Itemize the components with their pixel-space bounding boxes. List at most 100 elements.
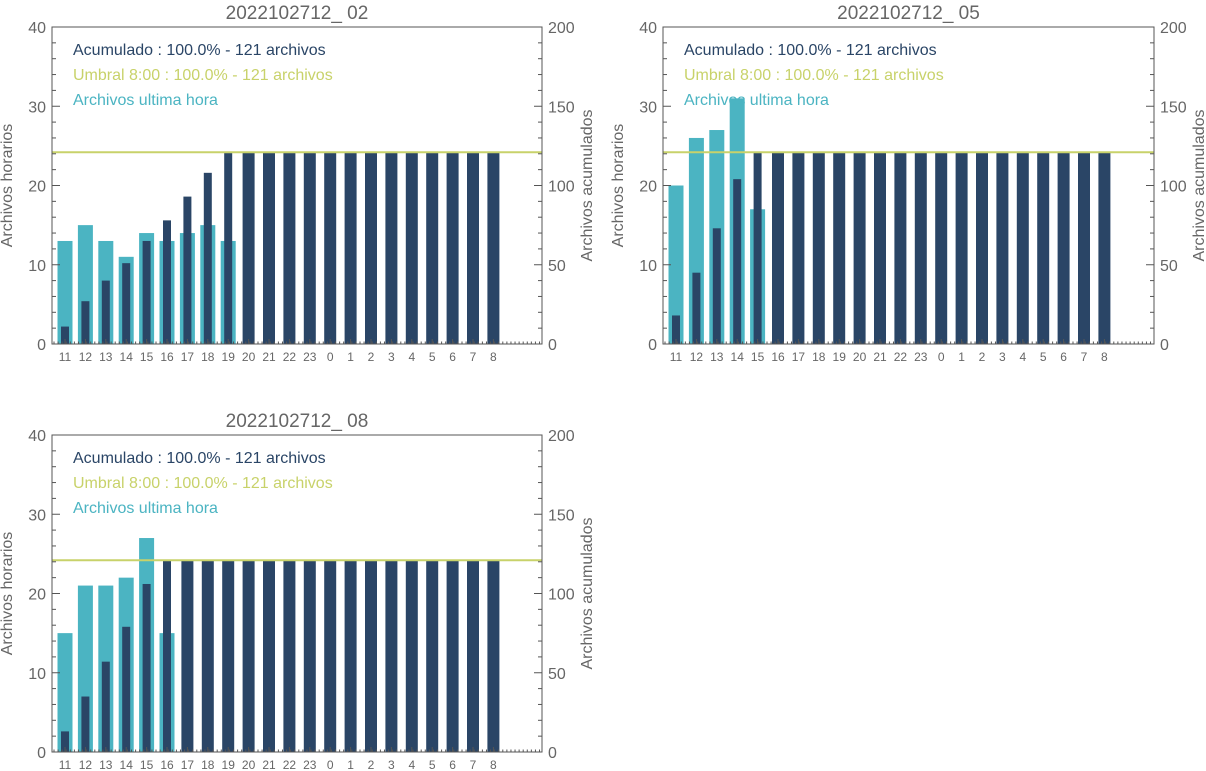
x-tick-label: 3 (388, 758, 395, 771)
x-tick-label: 1 (958, 350, 965, 364)
cumulative-bar (772, 152, 784, 344)
cumulative-bar (1037, 152, 1050, 344)
hourly-bar (668, 185, 684, 344)
cumulative-bar (303, 152, 316, 344)
cumulative-bar (283, 560, 296, 752)
left-tick-label: 40 (28, 20, 46, 37)
cumulative-bar (753, 152, 762, 344)
cumulative-bar (385, 152, 398, 344)
x-tick-label: 19 (222, 758, 236, 771)
right-tick-label: 200 (548, 428, 575, 445)
cumulative-bar (1098, 152, 1111, 344)
chart-title: 2022102712_ 02 (226, 3, 369, 24)
x-tick-label: 22 (894, 350, 908, 364)
cumulative-bar (996, 152, 1009, 344)
right-tick-label: 100 (1160, 179, 1187, 196)
chart-title: 2022102712_ 08 (226, 411, 369, 432)
x-tick-label: 2 (368, 350, 375, 364)
x-tick-label: 8 (1101, 350, 1108, 364)
cumulative-bar (101, 280, 110, 344)
cumulative-bar (426, 152, 439, 344)
x-tick-label: 5 (429, 350, 436, 364)
x-tick-label: 0 (327, 350, 334, 364)
x-tick-label: 20 (853, 350, 867, 364)
hourly-bar (57, 240, 73, 344)
cumulative-bar (672, 315, 680, 344)
right-tick-label: 50 (548, 258, 566, 275)
cumulative-bar (344, 152, 357, 344)
cumulative-bar (263, 152, 275, 344)
x-tick-label: 8 (490, 758, 497, 771)
x-tick-label: 21 (262, 350, 276, 364)
cumulative-bar (122, 263, 131, 344)
left-tick-label: 0 (37, 745, 46, 762)
x-tick-label: 15 (751, 350, 765, 364)
left-axis-title: Archivos horarios (0, 124, 16, 248)
cumulative-bar (467, 560, 479, 752)
left-tick-label: 0 (648, 337, 657, 354)
x-tick-label: 1 (347, 350, 354, 364)
right-tick-label: 100 (548, 587, 575, 604)
right-axis-title: Archivos acumulados (579, 517, 596, 669)
right-axis-title: Archivos acumulados (1191, 109, 1206, 261)
x-tick-label: 6 (449, 350, 456, 364)
left-axis-title: Archivos horarios (610, 124, 627, 248)
x-tick-label: 5 (1040, 350, 1047, 364)
x-tick-label: 14 (731, 350, 745, 364)
right-tick-label: 0 (1160, 337, 1169, 354)
hourly-bar (57, 633, 73, 752)
x-tick-label: 3 (388, 350, 395, 364)
cumulative-bar (426, 560, 439, 752)
x-tick-label: 13 (99, 350, 113, 364)
legend-cumulative: Acumulado : 100.0% - 121 archivos (73, 42, 326, 59)
x-tick-label: 20 (242, 758, 256, 771)
x-tick-label: 13 (710, 350, 724, 364)
left-tick-label: 20 (639, 179, 657, 196)
cumulative-bar (914, 152, 927, 344)
cumulative-bar (324, 560, 337, 752)
right-tick-label: 50 (1160, 258, 1178, 275)
cumulative-bar (712, 228, 721, 344)
x-tick-label: 22 (283, 758, 297, 771)
cumulative-bar (935, 152, 948, 344)
x-tick-label: 3 (999, 350, 1006, 364)
left-tick-label: 20 (28, 587, 46, 604)
cumulative-bar (1016, 152, 1029, 344)
chart-panel: 2022102712_ 05 Archivos horarios Archivos … (610, 3, 1206, 364)
x-tick-label: 23 (303, 758, 317, 771)
legend-cumulative: Acumulado : 100.0% - 121 archivos (73, 450, 326, 467)
left-axis-title: Archivos horarios (0, 532, 16, 656)
cumulative-bar (142, 583, 151, 752)
legend-hourly: Archivos ultima hora (73, 500, 218, 517)
cumulative-bar (365, 560, 377, 752)
x-tick-label: 1 (347, 758, 354, 771)
cumulative-bar (263, 560, 275, 752)
x-tick-label: 12 (79, 350, 93, 364)
x-tick-label: 5 (429, 758, 436, 771)
x-tick-label: 11 (59, 350, 72, 364)
legend-hourly: Archivos ultima hora (73, 92, 218, 109)
cumulative-bar (344, 560, 357, 752)
x-tick-label: 7 (470, 350, 477, 364)
cumulative-bar (183, 196, 192, 344)
cumulative-bar (324, 152, 337, 344)
x-tick-label: 11 (670, 350, 683, 364)
cumulative-bar (692, 272, 701, 344)
legend-cumulative: Acumulado : 100.0% - 121 archivos (684, 42, 937, 59)
x-tick-label: 14 (120, 758, 134, 771)
x-tick-label: 4 (408, 350, 415, 364)
cumulative-bar (61, 731, 69, 752)
x-tick-label: 7 (1081, 350, 1088, 364)
x-tick-label: 12 (690, 350, 704, 364)
left-tick-label: 10 (28, 258, 46, 275)
cumulative-bar (487, 560, 500, 752)
right-tick-label: 50 (548, 666, 566, 683)
legend-threshold: Umbral 8:00 : 100.0% - 121 archivos (73, 67, 333, 84)
cumulative-bar (792, 152, 805, 344)
cumulative-bar (222, 560, 235, 752)
x-tick-label: 4 (408, 758, 415, 771)
cumulative-bar (733, 179, 742, 344)
right-tick-label: 150 (1160, 99, 1187, 116)
cumulative-bar (446, 152, 459, 344)
